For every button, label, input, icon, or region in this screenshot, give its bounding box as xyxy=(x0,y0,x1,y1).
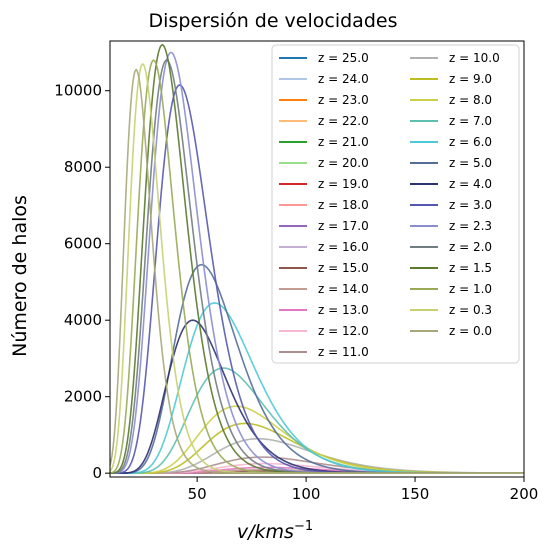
legend-label-1: z = 24.0 xyxy=(318,72,369,86)
legend-box xyxy=(271,44,520,364)
legend-label-20: z = 5.0 xyxy=(449,156,492,170)
series-line-28 xyxy=(109,68,524,474)
legend-label-22: z = 3.0 xyxy=(449,198,492,212)
legend-label-3: z = 22.0 xyxy=(318,114,369,128)
legend-label-18: z = 7.0 xyxy=(449,114,492,128)
x-tick-label-3: 200 xyxy=(510,485,539,503)
legend-label-19: z = 6.0 xyxy=(449,135,492,149)
x-tick-label-1: 100 xyxy=(292,485,321,503)
legend-label-11: z = 14.0 xyxy=(318,282,369,296)
x-axis-label: v/kms−1 xyxy=(237,519,313,543)
legend-label-17: z = 8.0 xyxy=(449,93,492,107)
legend-label-12: z = 13.0 xyxy=(318,303,369,317)
legend-label-4: z = 21.0 xyxy=(318,135,369,149)
legend-label-7: z = 18.0 xyxy=(318,198,369,212)
legend-label-26: z = 1.0 xyxy=(449,282,492,296)
legend-label-13: z = 12.0 xyxy=(318,324,369,338)
y-axis-label: Número de halos xyxy=(9,195,31,357)
legend-label-6: z = 19.0 xyxy=(318,177,369,191)
y-axis-ticks: 0 2000 4000 6000 8000 10000 xyxy=(54,82,110,482)
x-axis-label-superscript: −1 xyxy=(294,519,313,534)
y-tick-label-5: 10000 xyxy=(54,82,102,100)
legend-label-9: z = 16.0 xyxy=(318,240,369,254)
legend-label-27: z = 0.3 xyxy=(449,303,492,317)
legend-label-15: z = 10.0 xyxy=(449,51,500,65)
y-tick-label-2: 4000 xyxy=(64,311,102,329)
legend-label-28: z = 0.0 xyxy=(449,324,492,338)
x-tick-label-0: 50 xyxy=(188,485,207,503)
legend-label-14: z = 11.0 xyxy=(318,345,369,359)
legend-label-10: z = 15.0 xyxy=(318,261,369,275)
y-tick-label-1: 2000 xyxy=(64,388,102,406)
legend-label-2: z = 23.0 xyxy=(318,93,369,107)
legend-label-24: z = 2.0 xyxy=(449,240,492,254)
series-group xyxy=(109,43,525,474)
plot-frame xyxy=(109,40,525,478)
y-tick-label-0: 0 xyxy=(92,464,102,482)
legend-label-8: z = 17.0 xyxy=(318,219,369,233)
legend-label-5: z = 20.0 xyxy=(318,156,369,170)
legend: z = 25.0 z = 24.0 z = 23.0 z = 22.0 z = 21.0… xyxy=(271,44,520,364)
legend-label-16: z = 9.0 xyxy=(449,72,492,86)
legend-label-0: z = 25.0 xyxy=(318,51,369,65)
x-axis-label-main: v/kms xyxy=(237,521,294,543)
chart-title: Dispersión de velocidades xyxy=(149,10,398,32)
legend-label-25: z = 1.5 xyxy=(449,261,492,275)
x-axis-ticks: 50 100 150 200 xyxy=(188,477,539,503)
plot-area xyxy=(109,40,525,478)
legend-label-23: z = 2.3 xyxy=(449,219,492,233)
y-tick-label-4: 8000 xyxy=(64,158,102,176)
y-tick-label-3: 6000 xyxy=(64,235,102,253)
legend-label-21: z = 4.0 xyxy=(449,177,492,191)
x-tick-label-2: 150 xyxy=(401,485,430,503)
legend-entries: z = 25.0 z = 24.0 z = 23.0 z = 22.0 z = 21.0… xyxy=(279,51,500,359)
